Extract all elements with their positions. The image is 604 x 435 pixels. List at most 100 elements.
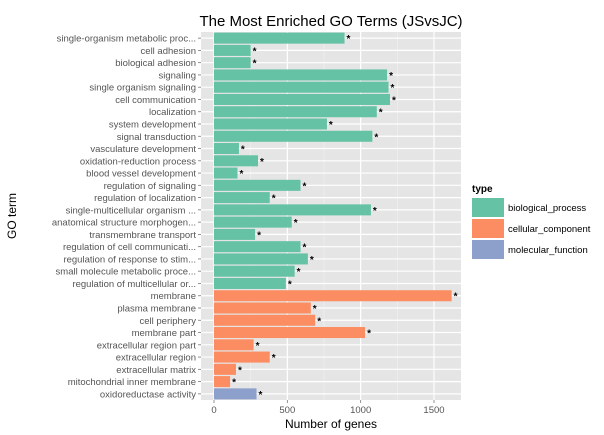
significance-star: *: [303, 243, 307, 254]
y-tick-label: extracellular region part: [97, 340, 197, 351]
y-tick-label: blood vessel development: [86, 169, 196, 180]
legend-swatch: [472, 198, 504, 217]
significance-star: *: [259, 390, 263, 401]
y-tick-label: anatomical structure morphogen...: [52, 218, 196, 229]
significance-star: *: [238, 365, 242, 376]
significance-star: *: [257, 230, 261, 241]
y-tick-label: plasma membrane: [117, 304, 196, 315]
y-tick-label: membrane: [151, 291, 196, 302]
legend-entry: molecular_function: [508, 245, 588, 256]
significance-star: *: [373, 206, 377, 217]
x-tick-label: 500: [279, 405, 295, 416]
significance-star: *: [288, 279, 292, 290]
bar: [214, 253, 308, 265]
y-axis-label: GO term: [5, 193, 19, 239]
bar: [214, 216, 292, 228]
bar: [214, 32, 345, 44]
y-tick-label: signaling: [159, 70, 197, 81]
bar: [214, 69, 388, 81]
bar: [214, 93, 390, 105]
bar: [214, 302, 311, 314]
bar: [214, 277, 286, 289]
significance-star: *: [253, 59, 257, 70]
y-tick-label: single organism signaling: [89, 83, 196, 94]
significance-star: *: [389, 71, 393, 82]
y-tick-label: regulation of response to stim...: [63, 254, 196, 265]
bar: [214, 155, 258, 167]
y-tick-label: mitochondrial inner membrane: [68, 377, 196, 388]
y-tick-label: transmembrane transport: [89, 230, 196, 241]
y-tick-label: regulation of multicellular or...: [72, 279, 196, 290]
significance-star: *: [260, 157, 264, 168]
plot-panel: [201, 32, 461, 400]
y-tick-label: small molecule metabolic proce...: [56, 267, 196, 278]
bar: [214, 376, 231, 388]
bar: [214, 314, 316, 326]
bar: [214, 167, 238, 179]
bar: [214, 228, 256, 240]
bar: [214, 327, 366, 339]
bar: [214, 204, 371, 216]
y-tick-label: signal transduction: [117, 132, 196, 143]
legend-title: type: [472, 184, 493, 195]
bar: [214, 143, 239, 155]
bar: [214, 44, 251, 56]
y-tick-label: membrane part: [132, 328, 197, 339]
bar: [214, 192, 270, 204]
significance-star: *: [272, 353, 276, 364]
significance-star: *: [256, 341, 260, 352]
y-tick-label: vasculature development: [90, 144, 196, 155]
y-tick-label: oxidoreductase activity: [100, 389, 196, 400]
significance-star: *: [310, 255, 314, 266]
legend-entry: cellular_component: [508, 224, 591, 235]
significance-star: *: [454, 292, 458, 303]
bar: [214, 179, 301, 191]
legend-entry: biological_process: [508, 203, 586, 214]
y-tick-label: extracellular matrix: [116, 365, 196, 376]
y-axis-ticks: single-organism metabolic proc...cell ad…: [52, 34, 201, 400]
legend-swatch: [472, 240, 504, 259]
x-tick-label: 0: [211, 405, 216, 416]
significance-star: *: [379, 108, 383, 119]
significance-star: *: [329, 120, 333, 131]
y-tick-label: regulation of cell communicati...: [63, 242, 196, 253]
significance-markers: ******************************: [232, 34, 457, 401]
significance-star: *: [391, 83, 395, 94]
y-tick-label: single-organism metabolic proc...: [57, 34, 196, 45]
significance-star: *: [241, 145, 245, 156]
bar: [214, 363, 236, 375]
significance-star: *: [313, 304, 317, 315]
y-tick-label: localization: [149, 107, 196, 118]
legend: type biological_process cellular_componen…: [472, 184, 591, 259]
bar: [214, 118, 327, 130]
bar: [214, 241, 301, 253]
bars-group: [214, 32, 452, 400]
significance-star: *: [239, 169, 243, 180]
bar: [214, 81, 389, 93]
y-tick-label: biological adhesion: [115, 58, 196, 69]
bar: [214, 339, 254, 351]
significance-star: *: [303, 181, 307, 192]
significance-star: *: [232, 378, 236, 389]
y-tick-label: single-multicellular organism ...: [66, 205, 196, 216]
significance-star: *: [317, 316, 321, 327]
chart-title: The Most Enriched GO Terms (JSvsJC): [199, 13, 462, 30]
significance-star: *: [367, 329, 371, 340]
legend-swatch: [472, 219, 504, 238]
significance-star: *: [253, 46, 257, 57]
y-tick-label: cell communication: [115, 95, 196, 106]
x-axis-ticks: 0 500 1000 1500: [211, 400, 445, 416]
bar: [214, 388, 257, 400]
significance-star: *: [374, 132, 378, 143]
bar: [214, 290, 452, 302]
bar: [214, 130, 373, 142]
significance-star: *: [392, 95, 396, 106]
significance-star: *: [272, 194, 276, 205]
x-axis-label: Number of genes: [285, 417, 377, 431]
bar: [214, 57, 251, 69]
significance-star: *: [294, 218, 298, 229]
y-tick-label: cell adhesion: [141, 46, 196, 57]
bar: [214, 265, 295, 277]
x-tick-label: 1500: [423, 405, 444, 416]
